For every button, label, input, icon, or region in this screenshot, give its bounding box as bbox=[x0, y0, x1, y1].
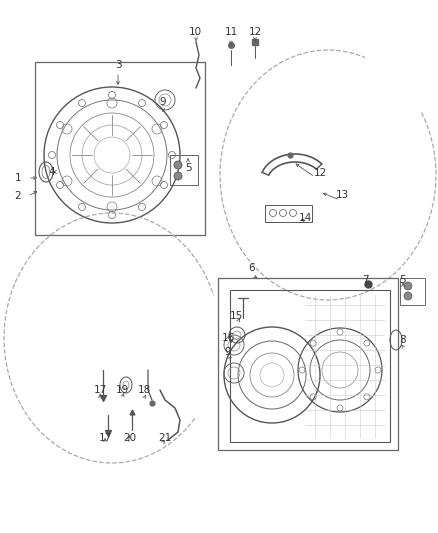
Bar bbox=[230, 290, 390, 442]
Circle shape bbox=[174, 172, 182, 180]
Text: 11: 11 bbox=[224, 27, 238, 37]
Bar bbox=[265, 205, 312, 222]
Text: 12: 12 bbox=[313, 168, 327, 178]
Text: 4: 4 bbox=[49, 167, 55, 177]
Text: 5: 5 bbox=[185, 163, 191, 173]
Text: 18: 18 bbox=[138, 385, 151, 395]
Text: 3: 3 bbox=[115, 60, 121, 70]
Text: 17: 17 bbox=[93, 385, 106, 395]
Bar bbox=[218, 278, 398, 450]
Text: 20: 20 bbox=[124, 433, 137, 443]
Text: 14: 14 bbox=[298, 213, 311, 223]
Text: 15: 15 bbox=[230, 311, 243, 321]
Text: 21: 21 bbox=[159, 433, 172, 443]
Text: 7: 7 bbox=[362, 275, 368, 285]
Text: 13: 13 bbox=[336, 190, 349, 200]
Text: 9: 9 bbox=[225, 347, 231, 357]
Text: 9: 9 bbox=[160, 97, 166, 107]
Text: 19: 19 bbox=[115, 385, 129, 395]
Text: 10: 10 bbox=[188, 27, 201, 37]
Bar bbox=[35, 62, 205, 235]
Text: 1: 1 bbox=[15, 173, 21, 183]
Text: 16: 16 bbox=[221, 333, 235, 343]
Text: 12: 12 bbox=[248, 27, 261, 37]
Text: 17: 17 bbox=[99, 433, 112, 443]
Circle shape bbox=[404, 292, 412, 300]
Text: 2: 2 bbox=[15, 191, 21, 201]
Bar bbox=[400, 278, 425, 305]
Circle shape bbox=[174, 161, 182, 169]
Text: 6: 6 bbox=[249, 263, 255, 273]
Text: 5: 5 bbox=[400, 275, 406, 285]
Bar bbox=[170, 155, 198, 185]
Circle shape bbox=[404, 282, 412, 290]
Text: 8: 8 bbox=[400, 335, 406, 345]
